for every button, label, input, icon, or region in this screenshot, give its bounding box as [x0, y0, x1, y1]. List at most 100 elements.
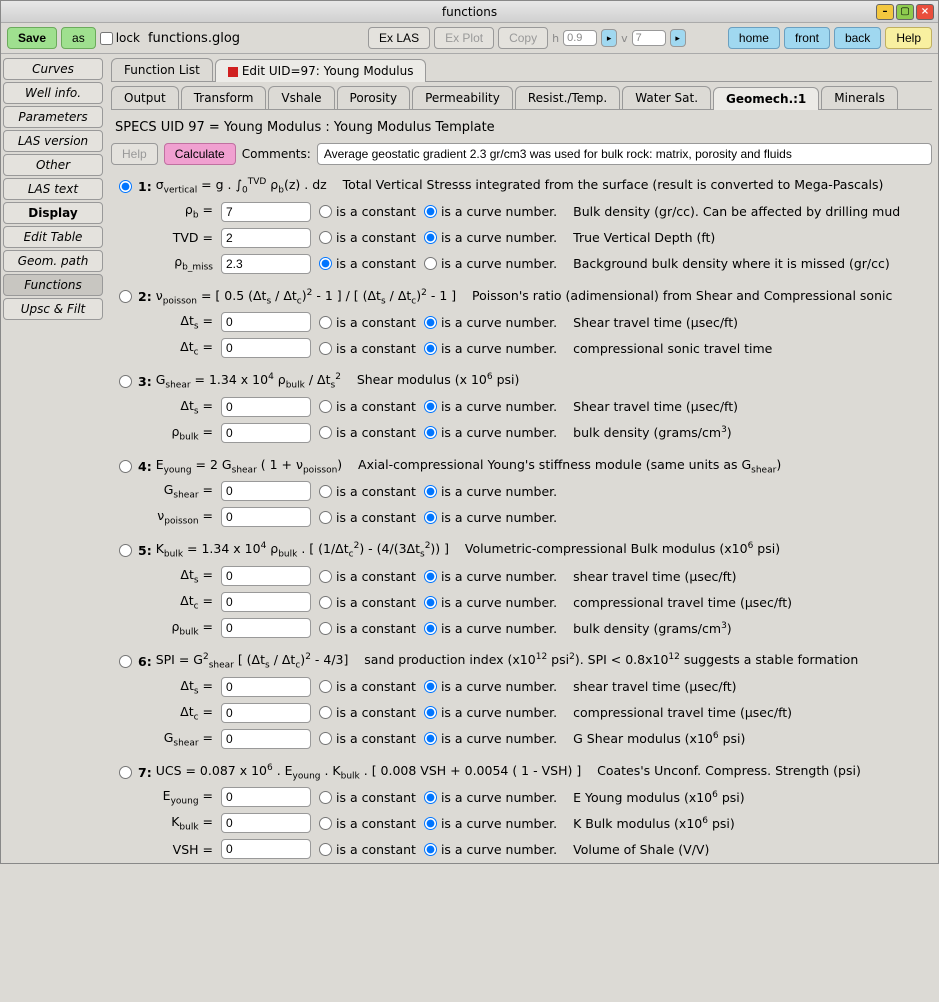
sidebar-item-well-info-[interactable]: Well info.	[3, 82, 103, 104]
is-constant-radio[interactable]	[319, 622, 332, 635]
is-constant-radio[interactable]	[319, 316, 332, 329]
is-curve-radio-wrap[interactable]: is a curve number.	[424, 510, 557, 525]
is-curve-radio-wrap[interactable]: is a curve number.	[424, 484, 557, 499]
minimize-button[interactable]: –	[876, 4, 894, 20]
is-curve-radio-wrap[interactable]: is a curve number.	[424, 230, 557, 245]
is-curve-radio-wrap[interactable]: is a curve number.	[424, 315, 557, 330]
is-constant-radio-wrap[interactable]: is a constant	[319, 341, 416, 356]
section-select-radio[interactable]	[119, 460, 132, 473]
section-select-radio[interactable]	[119, 655, 132, 668]
is-curve-radio-wrap[interactable]: is a curve number.	[424, 204, 557, 219]
param-value-input[interactable]	[221, 677, 311, 697]
is-curve-radio-wrap[interactable]: is a curve number.	[424, 595, 557, 610]
is-constant-radio[interactable]	[319, 511, 332, 524]
param-value-input[interactable]	[221, 592, 311, 612]
param-value-input[interactable]	[221, 202, 311, 222]
v-step-button[interactable]: ▸	[670, 29, 686, 47]
is-constant-radio-wrap[interactable]: is a constant	[319, 790, 416, 805]
section-select-radio[interactable]	[119, 544, 132, 557]
sidebar-item-curves[interactable]: Curves	[3, 58, 103, 80]
close-button[interactable]: ×	[916, 4, 934, 20]
is-constant-radio[interactable]	[319, 205, 332, 218]
copy-button[interactable]: Copy	[498, 27, 548, 49]
sidebar-item-geom-path[interactable]: Geom. path	[3, 250, 103, 272]
help-button[interactable]: Help	[885, 27, 932, 49]
is-constant-radio[interactable]	[319, 342, 332, 355]
param-value-input[interactable]	[221, 254, 311, 274]
lock-checkbox-wrap[interactable]: lock	[100, 31, 140, 45]
is-constant-radio-wrap[interactable]: is a constant	[319, 399, 416, 414]
section-select-radio[interactable]	[119, 375, 132, 388]
save-button[interactable]: Save	[7, 27, 57, 49]
is-constant-radio[interactable]	[319, 257, 332, 270]
maximize-button[interactable]: ▢	[896, 4, 914, 20]
is-curve-radio[interactable]	[424, 316, 437, 329]
is-curve-radio-wrap[interactable]: is a curve number.	[424, 256, 557, 271]
param-value-input[interactable]	[221, 566, 311, 586]
comments-input[interactable]	[317, 143, 932, 165]
top-tab-1[interactable]: Edit UID=97: Young Modulus	[215, 59, 427, 82]
is-constant-radio[interactable]	[319, 570, 332, 583]
is-curve-radio-wrap[interactable]: is a curve number.	[424, 790, 557, 805]
top-tab-0[interactable]: Function List	[111, 58, 213, 81]
is-constant-radio-wrap[interactable]: is a constant	[319, 569, 416, 584]
is-constant-radio[interactable]	[319, 706, 332, 719]
back-button[interactable]: back	[834, 27, 881, 49]
param-value-input[interactable]	[221, 839, 311, 859]
is-constant-radio[interactable]	[319, 791, 332, 804]
sidebar-item-las-version[interactable]: LAS version	[3, 130, 103, 152]
param-value-input[interactable]	[221, 423, 311, 443]
section-select-radio[interactable]	[119, 290, 132, 303]
is-constant-radio-wrap[interactable]: is a constant	[319, 256, 416, 271]
sidebar-item-functions[interactable]: Functions	[3, 274, 103, 296]
sub-tab-output[interactable]: Output	[111, 86, 179, 109]
is-constant-radio-wrap[interactable]: is a constant	[319, 484, 416, 499]
sub-tab-transform[interactable]: Transform	[181, 86, 267, 109]
is-curve-radio-wrap[interactable]: is a curve number.	[424, 341, 557, 356]
param-value-input[interactable]	[221, 338, 311, 358]
h-step-button[interactable]: ▸	[601, 29, 617, 47]
is-curve-radio[interactable]	[424, 706, 437, 719]
ex-las-button[interactable]: Ex LAS	[368, 27, 430, 49]
is-curve-radio-wrap[interactable]: is a curve number.	[424, 621, 557, 636]
is-curve-radio-wrap[interactable]: is a curve number.	[424, 705, 557, 720]
is-curve-radio-wrap[interactable]: is a curve number.	[424, 842, 557, 857]
is-constant-radio-wrap[interactable]: is a constant	[319, 510, 416, 525]
sub-tab-geomech-[interactable]: Geomech.:1	[713, 87, 819, 110]
is-constant-radio[interactable]	[319, 400, 332, 413]
is-constant-radio[interactable]	[319, 485, 332, 498]
is-curve-radio[interactable]	[424, 426, 437, 439]
home-button[interactable]: home	[728, 27, 780, 49]
calculate-button[interactable]: Calculate	[164, 143, 236, 165]
sub-tab-water-sat-[interactable]: Water Sat.	[622, 86, 711, 109]
is-curve-radio-wrap[interactable]: is a curve number.	[424, 679, 557, 694]
is-constant-radio-wrap[interactable]: is a constant	[319, 315, 416, 330]
help-button-2[interactable]: Help	[111, 143, 158, 165]
is-curve-radio-wrap[interactable]: is a curve number.	[424, 731, 557, 746]
sidebar-item-other[interactable]: Other	[3, 154, 103, 176]
param-value-input[interactable]	[221, 228, 311, 248]
is-curve-radio[interactable]	[424, 817, 437, 830]
is-curve-radio[interactable]	[424, 791, 437, 804]
is-constant-radio-wrap[interactable]: is a constant	[319, 816, 416, 831]
sidebar-item-display[interactable]: Display	[3, 202, 103, 224]
is-curve-radio[interactable]	[424, 843, 437, 856]
sub-tab-permeability[interactable]: Permeability	[412, 86, 513, 109]
is-constant-radio-wrap[interactable]: is a constant	[319, 425, 416, 440]
is-constant-radio-wrap[interactable]: is a constant	[319, 705, 416, 720]
is-curve-radio-wrap[interactable]: is a curve number.	[424, 399, 557, 414]
sub-tab-vshale[interactable]: Vshale	[268, 86, 334, 109]
is-curve-radio[interactable]	[424, 257, 437, 270]
sub-tab-porosity[interactable]: Porosity	[337, 86, 411, 109]
param-value-input[interactable]	[221, 312, 311, 332]
is-curve-radio[interactable]	[424, 400, 437, 413]
param-value-input[interactable]	[221, 729, 311, 749]
is-constant-radio-wrap[interactable]: is a constant	[319, 230, 416, 245]
ex-plot-button[interactable]: Ex Plot	[434, 27, 494, 49]
is-curve-radio[interactable]	[424, 596, 437, 609]
is-curve-radio[interactable]	[424, 680, 437, 693]
param-value-input[interactable]	[221, 703, 311, 723]
is-curve-radio-wrap[interactable]: is a curve number.	[424, 425, 557, 440]
is-curve-radio[interactable]	[424, 622, 437, 635]
param-value-input[interactable]	[221, 481, 311, 501]
